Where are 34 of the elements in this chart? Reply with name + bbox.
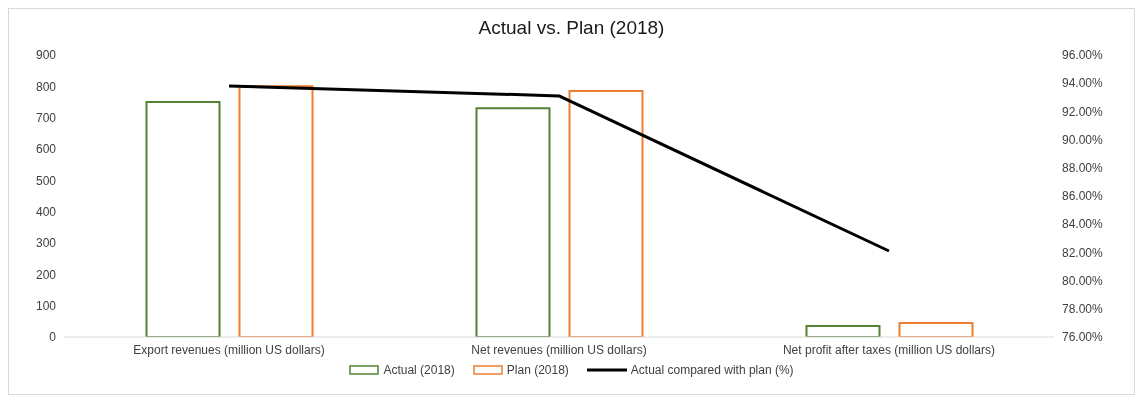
y-tick-label: 500 [35,173,57,188]
y2-tick-label: 88.00% [1062,161,1104,176]
y-tick-label: 600 [35,142,57,157]
y2-tick-label: 92.00% [1062,104,1104,119]
x-tick-label: Net revenues (million US dollars) [471,342,647,357]
x-tick-label: Net profit after taxes (million US dollars) [782,342,996,357]
bar [238,85,314,337]
y2-tick-label: 90.00% [1062,132,1104,147]
y-tick-label: 800 [35,79,57,94]
y2-tick-label: 84.00% [1062,217,1104,232]
y-tick-label: 300 [35,236,57,251]
y2-tick-label: 94.00% [1062,76,1104,91]
legend-label: Plan (2018) [506,363,569,377]
bar [475,107,551,337]
y-tick-label: 0 [49,330,57,345]
y-tick-label: 100 [35,298,57,313]
y-tick-label: 200 [35,267,57,282]
y-tick-label: 700 [35,110,57,125]
y-tick-label: 400 [35,204,57,219]
bar [898,321,974,337]
y2-tick-label: 78.00% [1062,302,1104,317]
bar [805,325,881,337]
y2-tick-label: 96.00% [1062,48,1104,63]
x-tick-label: Export revenues (million US dollars) [133,342,325,357]
y2-tick-label: 76.00% [1062,330,1104,345]
y2-tick-label: 86.00% [1062,189,1104,204]
chart-title: Actual vs. Plan (2018) [477,16,666,40]
legend-label: Actual (2018) [383,363,455,377]
bar [145,101,221,337]
y-tick-label: 900 [35,48,57,63]
y2-tick-label: 80.00% [1062,273,1104,288]
y2-tick-label: 82.00% [1062,245,1104,260]
bar [568,90,644,337]
legend-label: Actual compared with plan (%) [630,363,794,377]
